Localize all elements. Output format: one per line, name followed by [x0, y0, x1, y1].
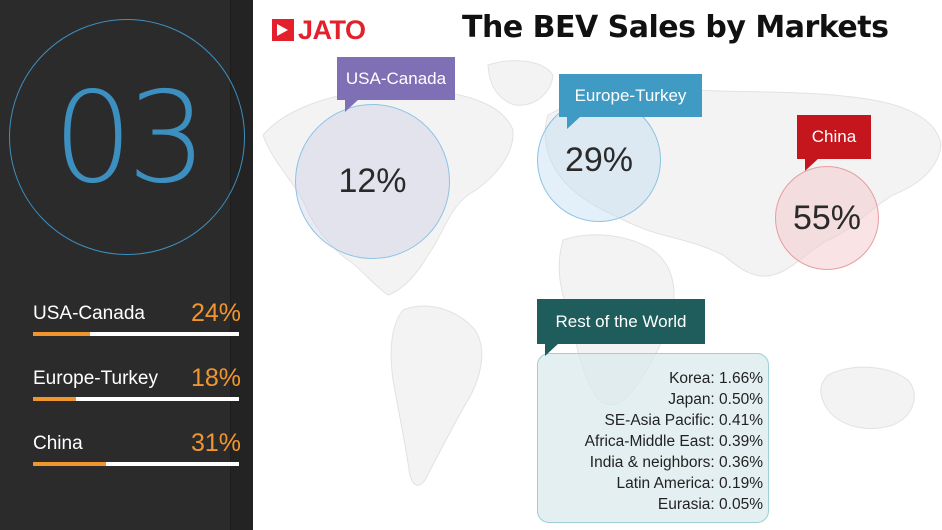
tag-pointer — [805, 158, 819, 171]
stat-value: 18% — [190, 364, 241, 392]
stat-progress-track — [33, 397, 239, 401]
europe-turkey-share: 29% — [564, 140, 634, 179]
sidebar-panel: 03 USA-Canada 24% Europe-Turkey 18% Chin… — [0, 0, 253, 530]
section-number: 03 — [52, 63, 207, 211]
stat-label: China — [33, 433, 83, 454]
china-share: 55% — [792, 198, 862, 237]
europe-turkey-share-circle: 29% — [537, 98, 661, 222]
greenland-shape — [487, 60, 554, 106]
rest-of-world-box: Korea: 1.66% Japan: 0.50% SE-Asia Pacifi… — [537, 353, 769, 523]
europe-turkey-label: Europe-Turkey — [574, 85, 687, 105]
usa-canada-share: 12% — [338, 162, 407, 200]
logo-text: JATO — [298, 14, 366, 45]
china-label-tag: China — [797, 115, 871, 171]
tag-pointer — [545, 343, 559, 356]
stat-progress-fill — [33, 332, 90, 336]
stat-value: 31% — [190, 429, 241, 457]
list-item: Eurasia: 0.05% — [657, 496, 763, 513]
rest-of-world-list: Korea: 1.66% Japan: 0.50% SE-Asia Pacifi… — [585, 368, 763, 515]
list-item: Africa-Middle East: 0.39% — [584, 433, 763, 450]
china-label: China — [811, 127, 857, 146]
south-america-shape — [390, 305, 483, 486]
list-item: Japan: 0.50% — [668, 391, 763, 408]
jato-logo-mark-icon — [272, 19, 294, 41]
usa-canada-share-circle: 12% — [295, 104, 450, 259]
europe-turkey-label-tag: Europe-Turkey — [559, 74, 702, 129]
usa-canada-label-tag: USA-Canada — [337, 57, 455, 112]
china-share-circle: 55% — [775, 166, 879, 270]
section-number-ring — [9, 19, 245, 255]
list-item: Korea: 1.66% — [669, 370, 763, 387]
list-item: SE-Asia Pacific: 0.41% — [604, 412, 763, 429]
stat-progress-fill — [33, 397, 76, 401]
stat-value: 24% — [190, 299, 241, 327]
stat-progress-track — [33, 462, 239, 466]
rest-of-world-label-tag: Rest of the World — [537, 299, 705, 356]
page-title: The BEV Sales by Markets — [462, 10, 889, 45]
jato-logo: JATO — [272, 14, 366, 45]
list-item: India & neighbors: 0.36% — [589, 454, 763, 471]
stat-label: Europe-Turkey — [33, 368, 158, 389]
rest-of-world-label: Rest of the World — [555, 311, 687, 331]
usa-canada-label: USA-Canada — [345, 68, 447, 88]
tag-pointer — [567, 116, 581, 129]
stat-label: USA-Canada — [33, 303, 145, 324]
stat-progress-fill — [33, 462, 107, 466]
australia-shape — [820, 366, 915, 429]
tag-pointer — [345, 99, 359, 112]
list-item: Latin America: 0.19% — [616, 475, 763, 492]
stat-progress-track — [33, 332, 239, 336]
